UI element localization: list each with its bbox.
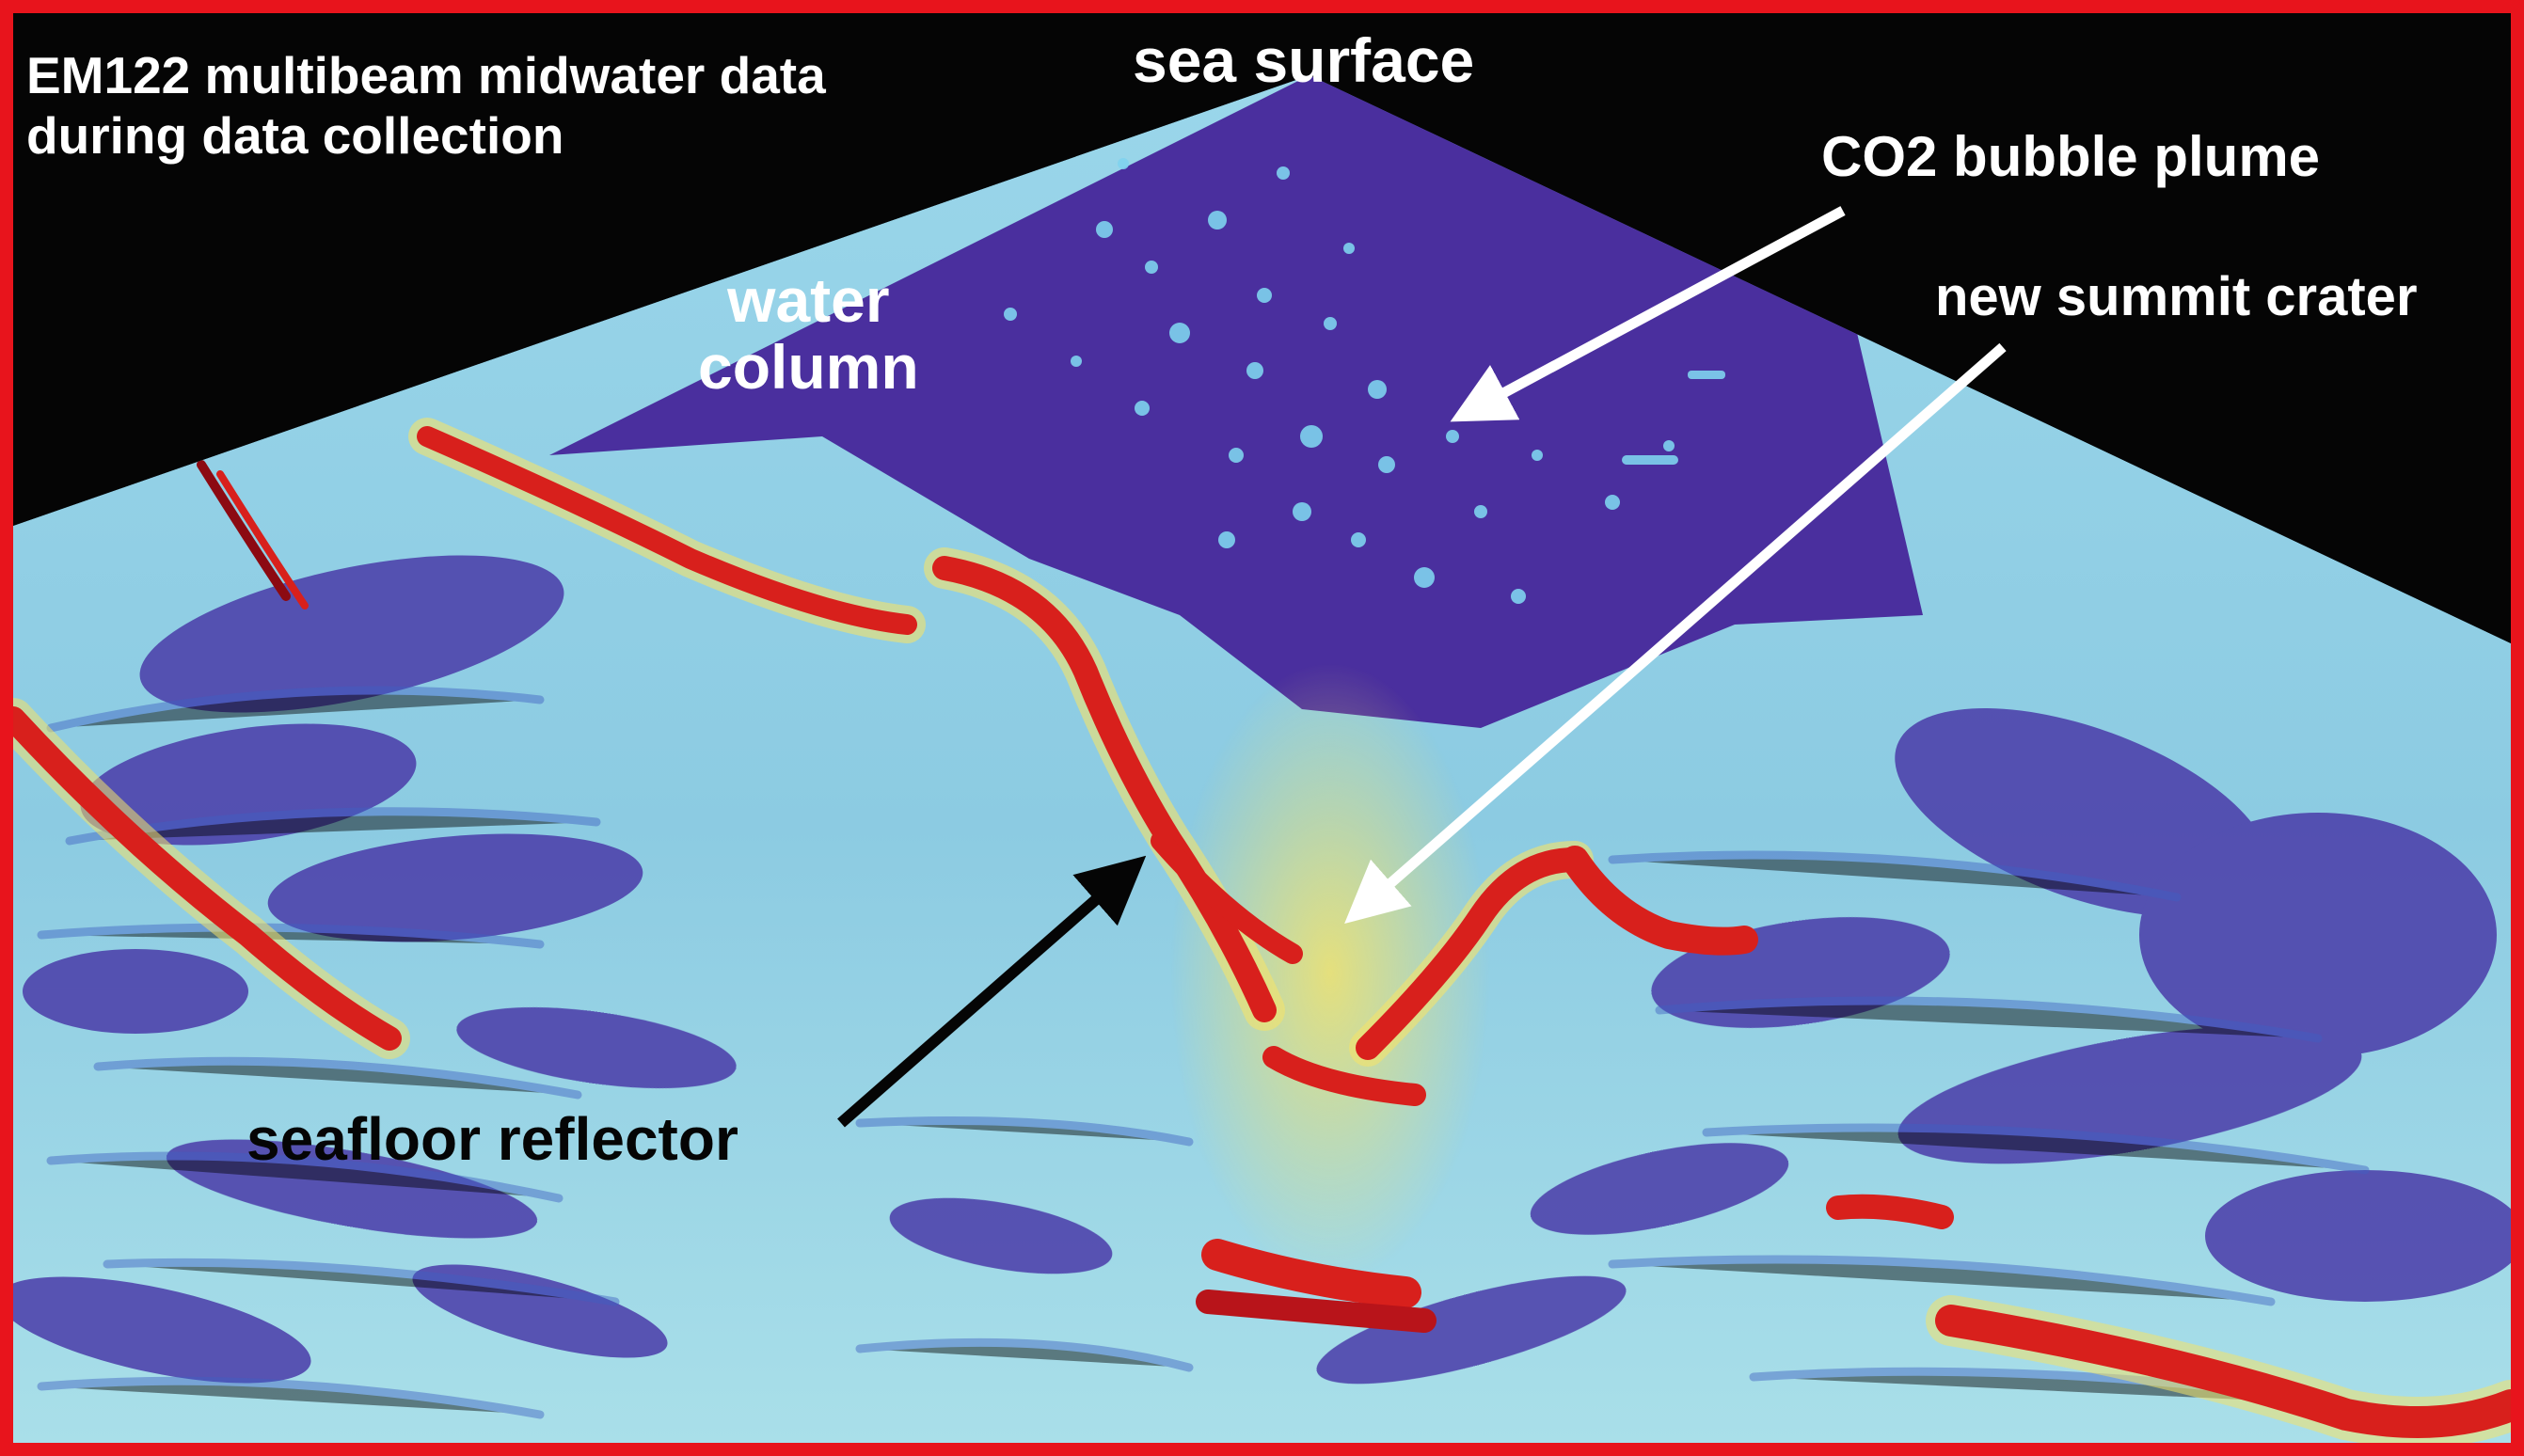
co2-bubble-plume-speckles xyxy=(1004,158,1725,604)
water-column-line-2: column xyxy=(698,332,919,403)
water-column-line-1: water xyxy=(727,265,890,335)
sea-surface-label: sea surface xyxy=(1133,25,1475,95)
annotation-arrows xyxy=(837,206,2007,1128)
summit-crater-arrow xyxy=(1344,342,2007,925)
figure-title: EM122 multibeam midwater data during dat… xyxy=(26,45,826,166)
co2-bubble-plume-label: CO2 bubble plume xyxy=(1821,125,2321,188)
title-line-1: EM122 multibeam midwater data xyxy=(26,46,826,104)
new-summit-crater-label: new summit crater xyxy=(1935,266,2418,327)
low-backscatter-patches xyxy=(13,555,2511,1385)
midwater-sonar-display xyxy=(13,75,2511,1443)
seafloor-reflector-arrow xyxy=(837,855,1147,1128)
seafloor-reflector-label: seafloor reflector xyxy=(246,1105,738,1173)
water-column-region xyxy=(549,75,1923,728)
water-column-label: water column xyxy=(698,265,919,403)
co2-plume-arrow xyxy=(1450,206,1846,422)
title-line-2: during data collection xyxy=(26,106,564,166)
seafloor-reflector-traces xyxy=(13,418,2511,1443)
sonar-swath xyxy=(13,75,2511,1443)
